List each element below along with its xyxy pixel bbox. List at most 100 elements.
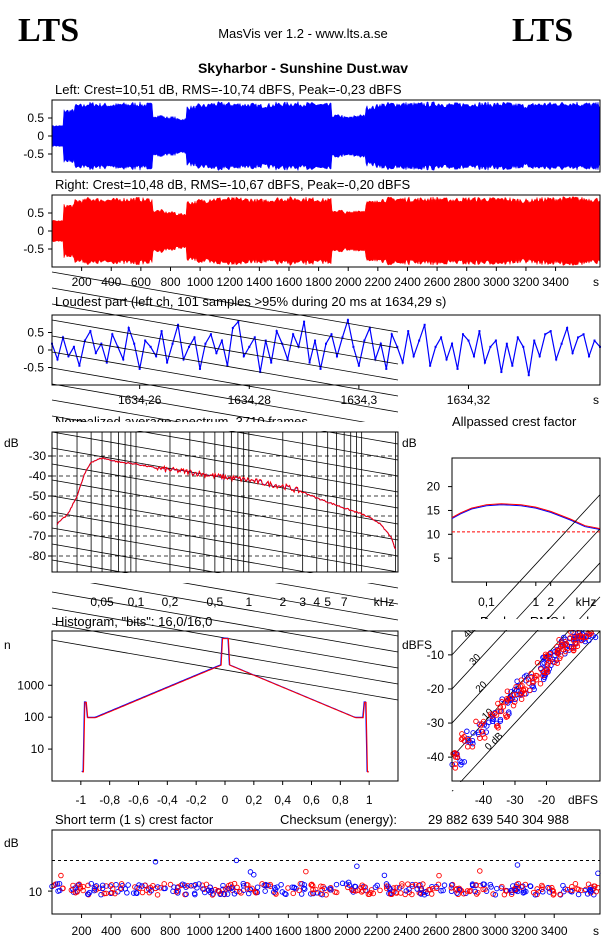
short-crest-xtick-label: 3000 — [482, 924, 509, 938]
spectrum-xtick-label: 4 — [313, 595, 320, 609]
short-crest-xtick-label: 2600 — [423, 924, 450, 938]
peak-rms-diagonal-label: 0 dB — [483, 730, 506, 753]
loudest-part-point — [429, 364, 432, 367]
short-crest-point — [414, 886, 420, 892]
histogram-ylabel: n — [4, 638, 11, 652]
peak-rms-diagonal — [451, 630, 601, 792]
short-crest-point — [142, 882, 148, 889]
spectrum-mask-bottom — [52, 573, 398, 583]
short-crest-point — [515, 880, 522, 887]
peak-rms-ytick-label: -20 — [427, 682, 445, 696]
histogram-xtick-label: -1 — [75, 793, 86, 807]
peak-rms-point-right — [493, 712, 500, 718]
peak-rms-point-left — [515, 683, 521, 690]
file-title: Skyharbor - Sunshine Dust.wav — [197, 60, 409, 76]
short-crest-point — [366, 891, 373, 897]
peak-rms-point-right — [518, 696, 525, 702]
peak-rms-point-right — [556, 636, 562, 643]
peak-rms-point-left — [586, 637, 592, 644]
app-title: MasVis ver 1.2 - www.lts.a.se — [218, 26, 388, 41]
spectrum-ytick-label: -60 — [29, 509, 47, 523]
short-crest-point — [333, 881, 340, 888]
loudest-part-point — [396, 345, 399, 348]
right-waveform-ytick-label: -0.5 — [23, 242, 44, 256]
short-crest-point — [279, 889, 286, 895]
short-crest-point — [393, 890, 400, 896]
short-crest-frame — [51, 829, 601, 915]
loudest-part-point — [67, 355, 70, 358]
spectrum-xtick-label: 7 — [341, 595, 348, 609]
peak-rms-point-right — [521, 691, 528, 697]
short-crest-xtick-label: 1600 — [275, 924, 302, 938]
short-crest-point — [418, 891, 424, 897]
short-crest-ylabel: dB — [4, 836, 19, 850]
histogram-xtick-label: 0,6 — [303, 793, 320, 807]
loudest-part-point — [193, 336, 196, 339]
spectrum-xtick-label: 0,5 — [207, 595, 224, 609]
short-crest-point — [231, 891, 238, 897]
loudest-part-point — [275, 330, 278, 333]
peak-rms-point-right — [554, 643, 560, 650]
short-crest-point — [319, 886, 325, 893]
loudest-part-xtick-label: 1634,28 — [228, 393, 272, 407]
peak-rms-diagonal — [451, 562, 601, 724]
peak-rms-point-right — [574, 643, 581, 649]
short-crest-point — [314, 890, 320, 896]
time-axis-label: 2800 — [453, 275, 480, 289]
short-crest-point — [200, 886, 206, 892]
loudest-part-point — [242, 355, 245, 358]
loudest-part-point — [511, 364, 514, 367]
peak-rms-point-right — [510, 692, 517, 698]
loudest-part-point — [401, 361, 404, 364]
loudest-part-point — [253, 336, 256, 339]
loudest-part-point — [423, 323, 426, 326]
short-crest-point — [421, 891, 428, 898]
short-crest-xtick-label: 2800 — [452, 924, 479, 938]
peak-rms-point-left — [458, 762, 464, 768]
short-crest-point — [290, 890, 297, 897]
short-crest-point — [259, 881, 265, 887]
short-crest-point — [477, 868, 483, 874]
peak-rms-point-left — [464, 728, 470, 735]
short-crest-point — [147, 884, 154, 891]
crest-xtick-label: 0,1 — [478, 595, 495, 609]
loudest-part-point — [341, 336, 344, 339]
short-crest-point — [438, 888, 444, 894]
short-crest-point — [339, 880, 346, 887]
short-crest-point — [328, 887, 334, 893]
peak-rms-point-right — [537, 680, 544, 687]
loudest-part-point — [549, 330, 552, 333]
short-crest-point — [582, 887, 588, 894]
short-crest-xtick-label: 400 — [101, 924, 121, 938]
short-crest-point — [252, 888, 258, 895]
spectrum-ytick-label: -80 — [29, 549, 47, 563]
short-crest-point — [501, 891, 508, 898]
short-crest-point — [370, 890, 377, 897]
short-crest-point — [278, 881, 284, 888]
short-crest-point — [362, 884, 368, 890]
histogram-xtick-label: -0,4 — [157, 793, 178, 807]
short-crest-point — [530, 889, 537, 896]
short-crest-point — [54, 881, 61, 887]
peak-rms-point-right — [473, 718, 479, 725]
peak-rms-point-left — [570, 629, 576, 636]
short-crest-point — [534, 886, 540, 892]
short-crest-point — [240, 883, 247, 889]
spectrum-slope-line — [51, 303, 399, 365]
time-axis-label: 1600 — [276, 275, 303, 289]
peak-rms-point-right — [527, 687, 533, 694]
left-waveform-ytick-label: 0.5 — [27, 111, 44, 125]
histogram-xtick-label: 0,8 — [332, 793, 349, 807]
loudest-part-point — [270, 361, 273, 364]
short-crest-point — [55, 888, 61, 894]
right-waveform-ytick-label: 0 — [37, 224, 44, 238]
loudest-part-point — [462, 333, 464, 336]
crest-ytick-label: 5 — [433, 551, 440, 565]
left-waveform-ytick-label: 0 — [37, 129, 44, 143]
spectrum-xtick-label: 5 — [324, 595, 331, 609]
short-crest-point — [564, 886, 571, 893]
short-crest-point — [154, 884, 161, 890]
spectrum-xunit: kHz — [374, 595, 395, 609]
peak-rms-xtick-label: -40 — [475, 793, 493, 807]
spectrum-slope-line — [51, 383, 399, 445]
